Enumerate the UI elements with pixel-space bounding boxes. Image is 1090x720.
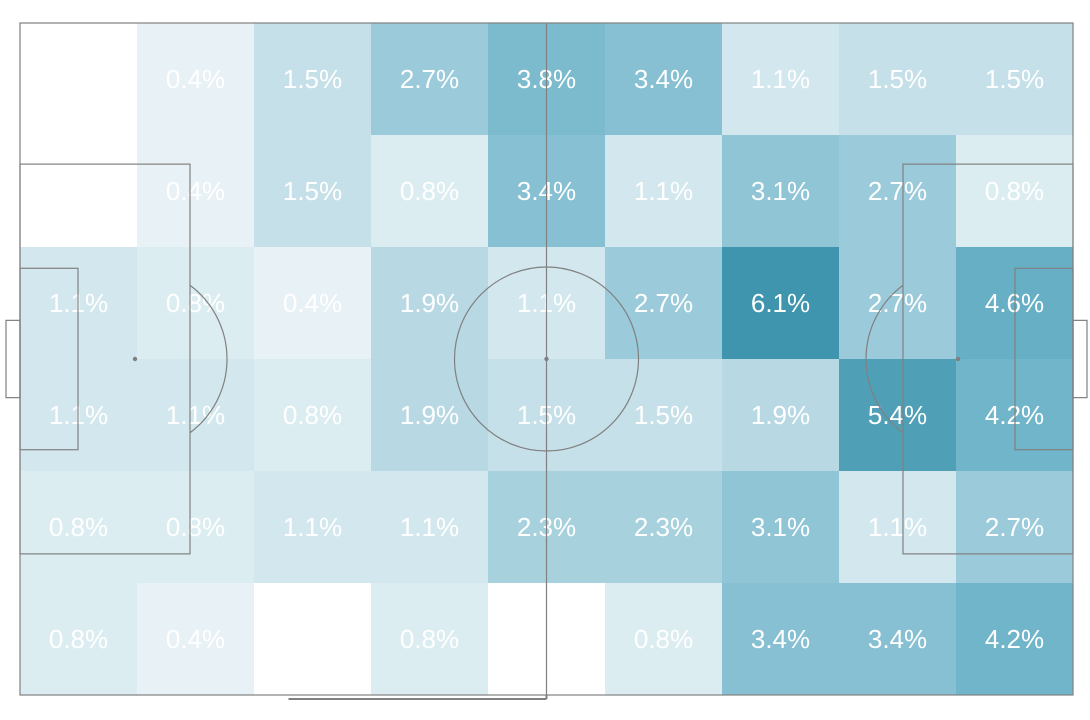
heatmap-grid: 0.4%1.5%2.7%3.8%3.4%1.1%1.5%1.5%0.4%1.5%… — [20, 23, 1073, 695]
heatmap-cell: 2.7% — [839, 247, 956, 359]
heatmap-cell: 3.1% — [722, 471, 839, 583]
heatmap-cell: 0.4% — [254, 247, 371, 359]
heatmap-cell: 4.2% — [956, 359, 1073, 471]
heatmap-cell: 1.1% — [20, 359, 137, 471]
heatmap-cell: 0.8% — [605, 583, 722, 695]
heatmap-cell: 2.7% — [956, 471, 1073, 583]
heatmap-cell: 2.3% — [488, 471, 605, 583]
heatmap-cell: 1.5% — [488, 359, 605, 471]
heatmap-cell: 1.1% — [137, 359, 254, 471]
heatmap-cell: 3.8% — [488, 23, 605, 135]
heatmap-cell: 2.7% — [605, 247, 722, 359]
heatmap-cell: 0.8% — [20, 471, 137, 583]
heatmap-cell: 1.5% — [956, 23, 1073, 135]
heatmap-cell: 1.1% — [605, 135, 722, 247]
heatmap-cell: 1.1% — [20, 247, 137, 359]
heatmap-cell: 1.9% — [371, 359, 488, 471]
heatmap-cell: 0.4% — [137, 23, 254, 135]
heatmap-cell — [488, 583, 605, 695]
heatmap-cell: 0.8% — [371, 583, 488, 695]
heatmap-cell: 0.8% — [137, 471, 254, 583]
heatmap-cell: 0.8% — [371, 135, 488, 247]
heatmap-cell: 4.2% — [956, 583, 1073, 695]
heatmap-cell: 1.1% — [722, 23, 839, 135]
heatmap-cell: 2.7% — [371, 23, 488, 135]
heatmap-cell: 0.8% — [254, 359, 371, 471]
heatmap-cell: 3.4% — [839, 583, 956, 695]
heatmap-cell: 3.1% — [722, 135, 839, 247]
heatmap-cell: 0.8% — [137, 247, 254, 359]
heatmap-cell: 1.5% — [605, 359, 722, 471]
heatmap-cell: 0.8% — [20, 583, 137, 695]
soccer-heatmap: 0.4%1.5%2.7%3.8%3.4%1.1%1.5%1.5%0.4%1.5%… — [0, 0, 1090, 720]
heatmap-cell: 0.4% — [137, 583, 254, 695]
heatmap-cell: 3.4% — [722, 583, 839, 695]
heatmap-cell: 1.5% — [254, 23, 371, 135]
heatmap-cell: 1.9% — [371, 247, 488, 359]
heatmap-cell: 5.4% — [839, 359, 956, 471]
heatmap-cell: 3.4% — [488, 135, 605, 247]
heatmap-cell: 2.3% — [605, 471, 722, 583]
heatmap-cell: 4.6% — [956, 247, 1073, 359]
heatmap-cell: 6.1% — [722, 247, 839, 359]
heatmap-cell: 3.4% — [605, 23, 722, 135]
heatmap-cell: 1.5% — [254, 135, 371, 247]
heatmap-cell — [20, 135, 137, 247]
heatmap-cell: 1.1% — [371, 471, 488, 583]
heatmap-cell: 2.7% — [839, 135, 956, 247]
heatmap-cell: 1.9% — [722, 359, 839, 471]
heatmap-cell: 1.5% — [839, 23, 956, 135]
heatmap-cell: 0.4% — [137, 135, 254, 247]
heatmap-cell — [20, 23, 137, 135]
heatmap-cell: 1.1% — [839, 471, 956, 583]
heatmap-cell: 0.8% — [956, 135, 1073, 247]
heatmap-cell — [254, 583, 371, 695]
heatmap-cell: 1.1% — [254, 471, 371, 583]
heatmap-cell: 1.1% — [488, 247, 605, 359]
